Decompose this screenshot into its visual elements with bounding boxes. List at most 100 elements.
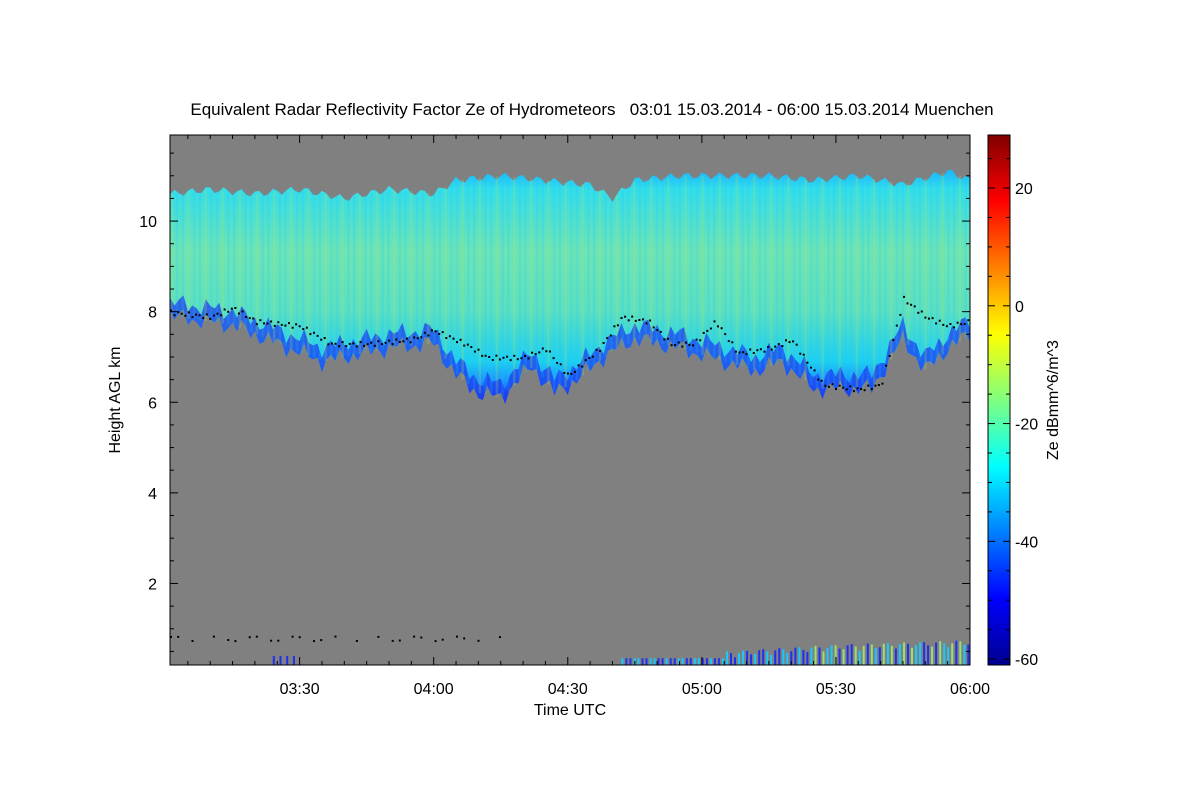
colorbar-tick-label: -40 [1015,534,1038,551]
fall-streak [844,177,847,389]
cloud-base-dot [756,349,759,352]
fall-streak [255,193,259,335]
cloud-base-dot [656,329,659,332]
low-echo-column [894,648,897,665]
cloud-base-dot [631,315,634,318]
cloud-base-dot [230,307,233,310]
fall-streak [947,171,950,349]
fall-streak [872,178,876,387]
cloud-base-dot [920,310,923,313]
cloud-base-dot [885,364,888,367]
cloud-base-dot [205,313,208,316]
cloud-base-dot [713,320,716,323]
cloud-base-dot [813,369,816,372]
low-echo-column [955,640,958,665]
low-echo-column [770,655,773,665]
cloud-base-dot [273,324,276,327]
cloud-base-dot [277,321,280,324]
fall-streak [232,191,236,326]
low-echo-column [886,643,889,665]
cloud-base-dot [445,337,448,339]
cloud-base-dot [491,359,494,361]
cloud-base-dot [956,321,959,324]
fall-streak [524,178,527,374]
cloud-base-dot [334,342,337,345]
colorbar-label: Ze dBmm^6/m^3 [1045,340,1062,460]
fall-streak [421,192,424,345]
cloud-base-dot [699,339,702,342]
cloud-base-dot [774,345,777,348]
fall-streak [221,190,224,324]
y-axis: 2 4 6 8 10 [139,152,970,652]
fall-streak [575,183,579,381]
fall-streak [918,180,922,361]
cloud-base-dot [910,303,913,306]
fall-streak [215,189,219,323]
low-echo-column [903,642,905,665]
low-echo-column [645,658,648,665]
fall-streak [832,178,836,389]
cloud-base-dot [245,316,248,318]
low-echo-column [279,655,282,665]
x-axis-label: Time UTC [534,702,606,719]
cloud-base-dot [574,370,576,373]
low-echo-column [814,645,817,665]
cloud-base-dot [845,388,848,391]
low-echo-column [939,641,942,665]
cloud-base-dot [727,340,730,343]
cloud-base-dot [860,388,863,390]
cloud-base-dot [763,350,766,353]
low-echo-column [878,647,881,665]
low-echo-column [677,658,680,665]
low-echo-column [657,658,660,665]
cloud-base-dot [395,338,398,341]
cloud-base-dot [177,311,180,314]
x-tick-label: 05:30 [816,681,856,698]
ceilometer-dots [170,295,970,643]
low-echo-column [915,645,917,665]
cloud-base-dot [767,345,770,348]
low-cloud-dot [355,640,358,642]
cloud-base-dot [295,323,298,326]
cloud-base-dot [470,346,473,348]
cloud-base-dot [463,344,466,347]
cloud-base-dot [595,348,598,351]
low-level-echo [272,640,970,665]
fall-streak [244,192,247,330]
cloud-base-dot [795,343,798,346]
cloud-base-dot [384,341,387,344]
cloud-base-dot [538,351,541,354]
low-echo-column [641,658,644,665]
fall-streak [610,196,613,354]
cloud-base-dot [738,351,741,354]
cloud-base-dot [881,382,884,385]
cloud-base-dot [316,334,319,337]
cloud-base-dot [495,354,498,357]
precipitation-fringe [170,295,970,404]
cloud-base-dot [473,350,476,353]
cloud-base-dot [720,327,723,330]
fall-streak [455,180,459,375]
low-echo-column [810,647,813,665]
low-echo-column [661,658,664,665]
low-cloud-dot [498,636,501,639]
low-cloud-dot [248,636,251,639]
cloud-base-dot [649,319,652,322]
cloud-base-dot [938,319,941,322]
fall-streak [758,175,762,370]
cloud-base-dot [802,353,805,356]
low-echo-column [637,658,640,665]
fall-streak [598,190,602,362]
cloud-base-dot [284,324,287,327]
cloud-base-dot [438,333,441,335]
cloud-base-dot [777,343,780,345]
fall-streak [792,178,796,371]
cloud-base-dot [520,357,523,360]
plot-frame [169,134,971,666]
cloud-base-dot [634,319,637,322]
cloud-base-dot [749,348,752,351]
cloud-base-dot [380,343,383,346]
cloud-base-dot [502,356,505,359]
cloud-base-dot [942,323,945,326]
fall-streak [884,181,887,369]
